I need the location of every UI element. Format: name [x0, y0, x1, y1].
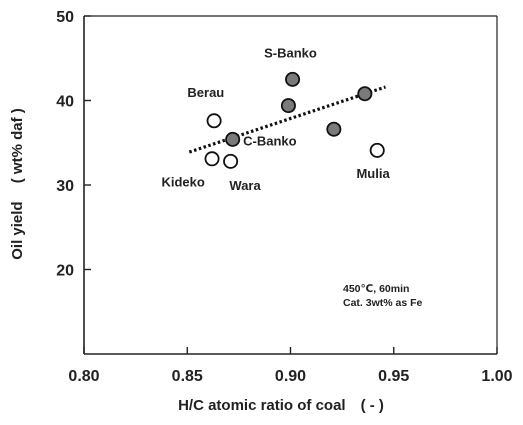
conditions-line-1: 450℃, 60min: [343, 283, 409, 295]
y-axis-title-main: Oil yield: [9, 201, 26, 259]
x-tick-label: 0.95: [378, 368, 409, 385]
coal-label: Mulia: [356, 166, 390, 181]
trendline: [188, 85, 386, 154]
filled-point: [357, 86, 373, 102]
conditions-line-2: Cat. 3wt% as Fe: [343, 297, 423, 309]
open-point: [369, 142, 385, 158]
plot-frame: [83, 15, 498, 355]
x-tick-label: 0.85: [172, 368, 203, 385]
x-tick-label: 0.80: [68, 368, 99, 385]
filled-point: [225, 131, 241, 147]
x-axis-title: H/C atomic ratio of coal ( - ): [178, 397, 384, 414]
filled-point: [285, 71, 301, 87]
coal-label: Wara: [229, 178, 261, 193]
open-point: [223, 153, 239, 169]
x-tick-label: 0.90: [275, 368, 306, 385]
y-axis-title: Oil yield ( wt% daf ): [9, 108, 26, 260]
open-point: [204, 151, 220, 167]
y-tick-label: 50: [56, 9, 74, 26]
y-tick-label: 20: [56, 263, 74, 280]
coal-label: S-Banko: [264, 45, 317, 60]
y-tick-label: 30: [56, 178, 74, 195]
data-points: [204, 71, 385, 169]
x-tick-label: 1.00: [481, 368, 512, 385]
trendline-path: [188, 85, 386, 154]
coal-label: C-Banko: [243, 133, 297, 148]
y-axis-title-unit: ( wt% daf ): [9, 108, 26, 183]
coal-label: Kideko: [161, 175, 204, 190]
svg-text:Oil yield ( wt% daf ): Oil yield ( wt% daf ): [9, 108, 26, 260]
point-labels: S-Banko Berau C-Banko Kideko Wara Mulia: [161, 45, 390, 193]
open-point: [206, 113, 222, 129]
conditions-note: 450℃, 60min Cat. 3wt% as Fe: [343, 283, 423, 309]
y-tick-label: 40: [56, 94, 74, 111]
axis-ticks: 0.80 0.85 0.90 0.95 1.00 20 30 40 50: [56, 9, 512, 385]
filled-point: [280, 98, 296, 114]
coal-label: Berau: [187, 85, 224, 100]
filled-point: [326, 121, 342, 137]
